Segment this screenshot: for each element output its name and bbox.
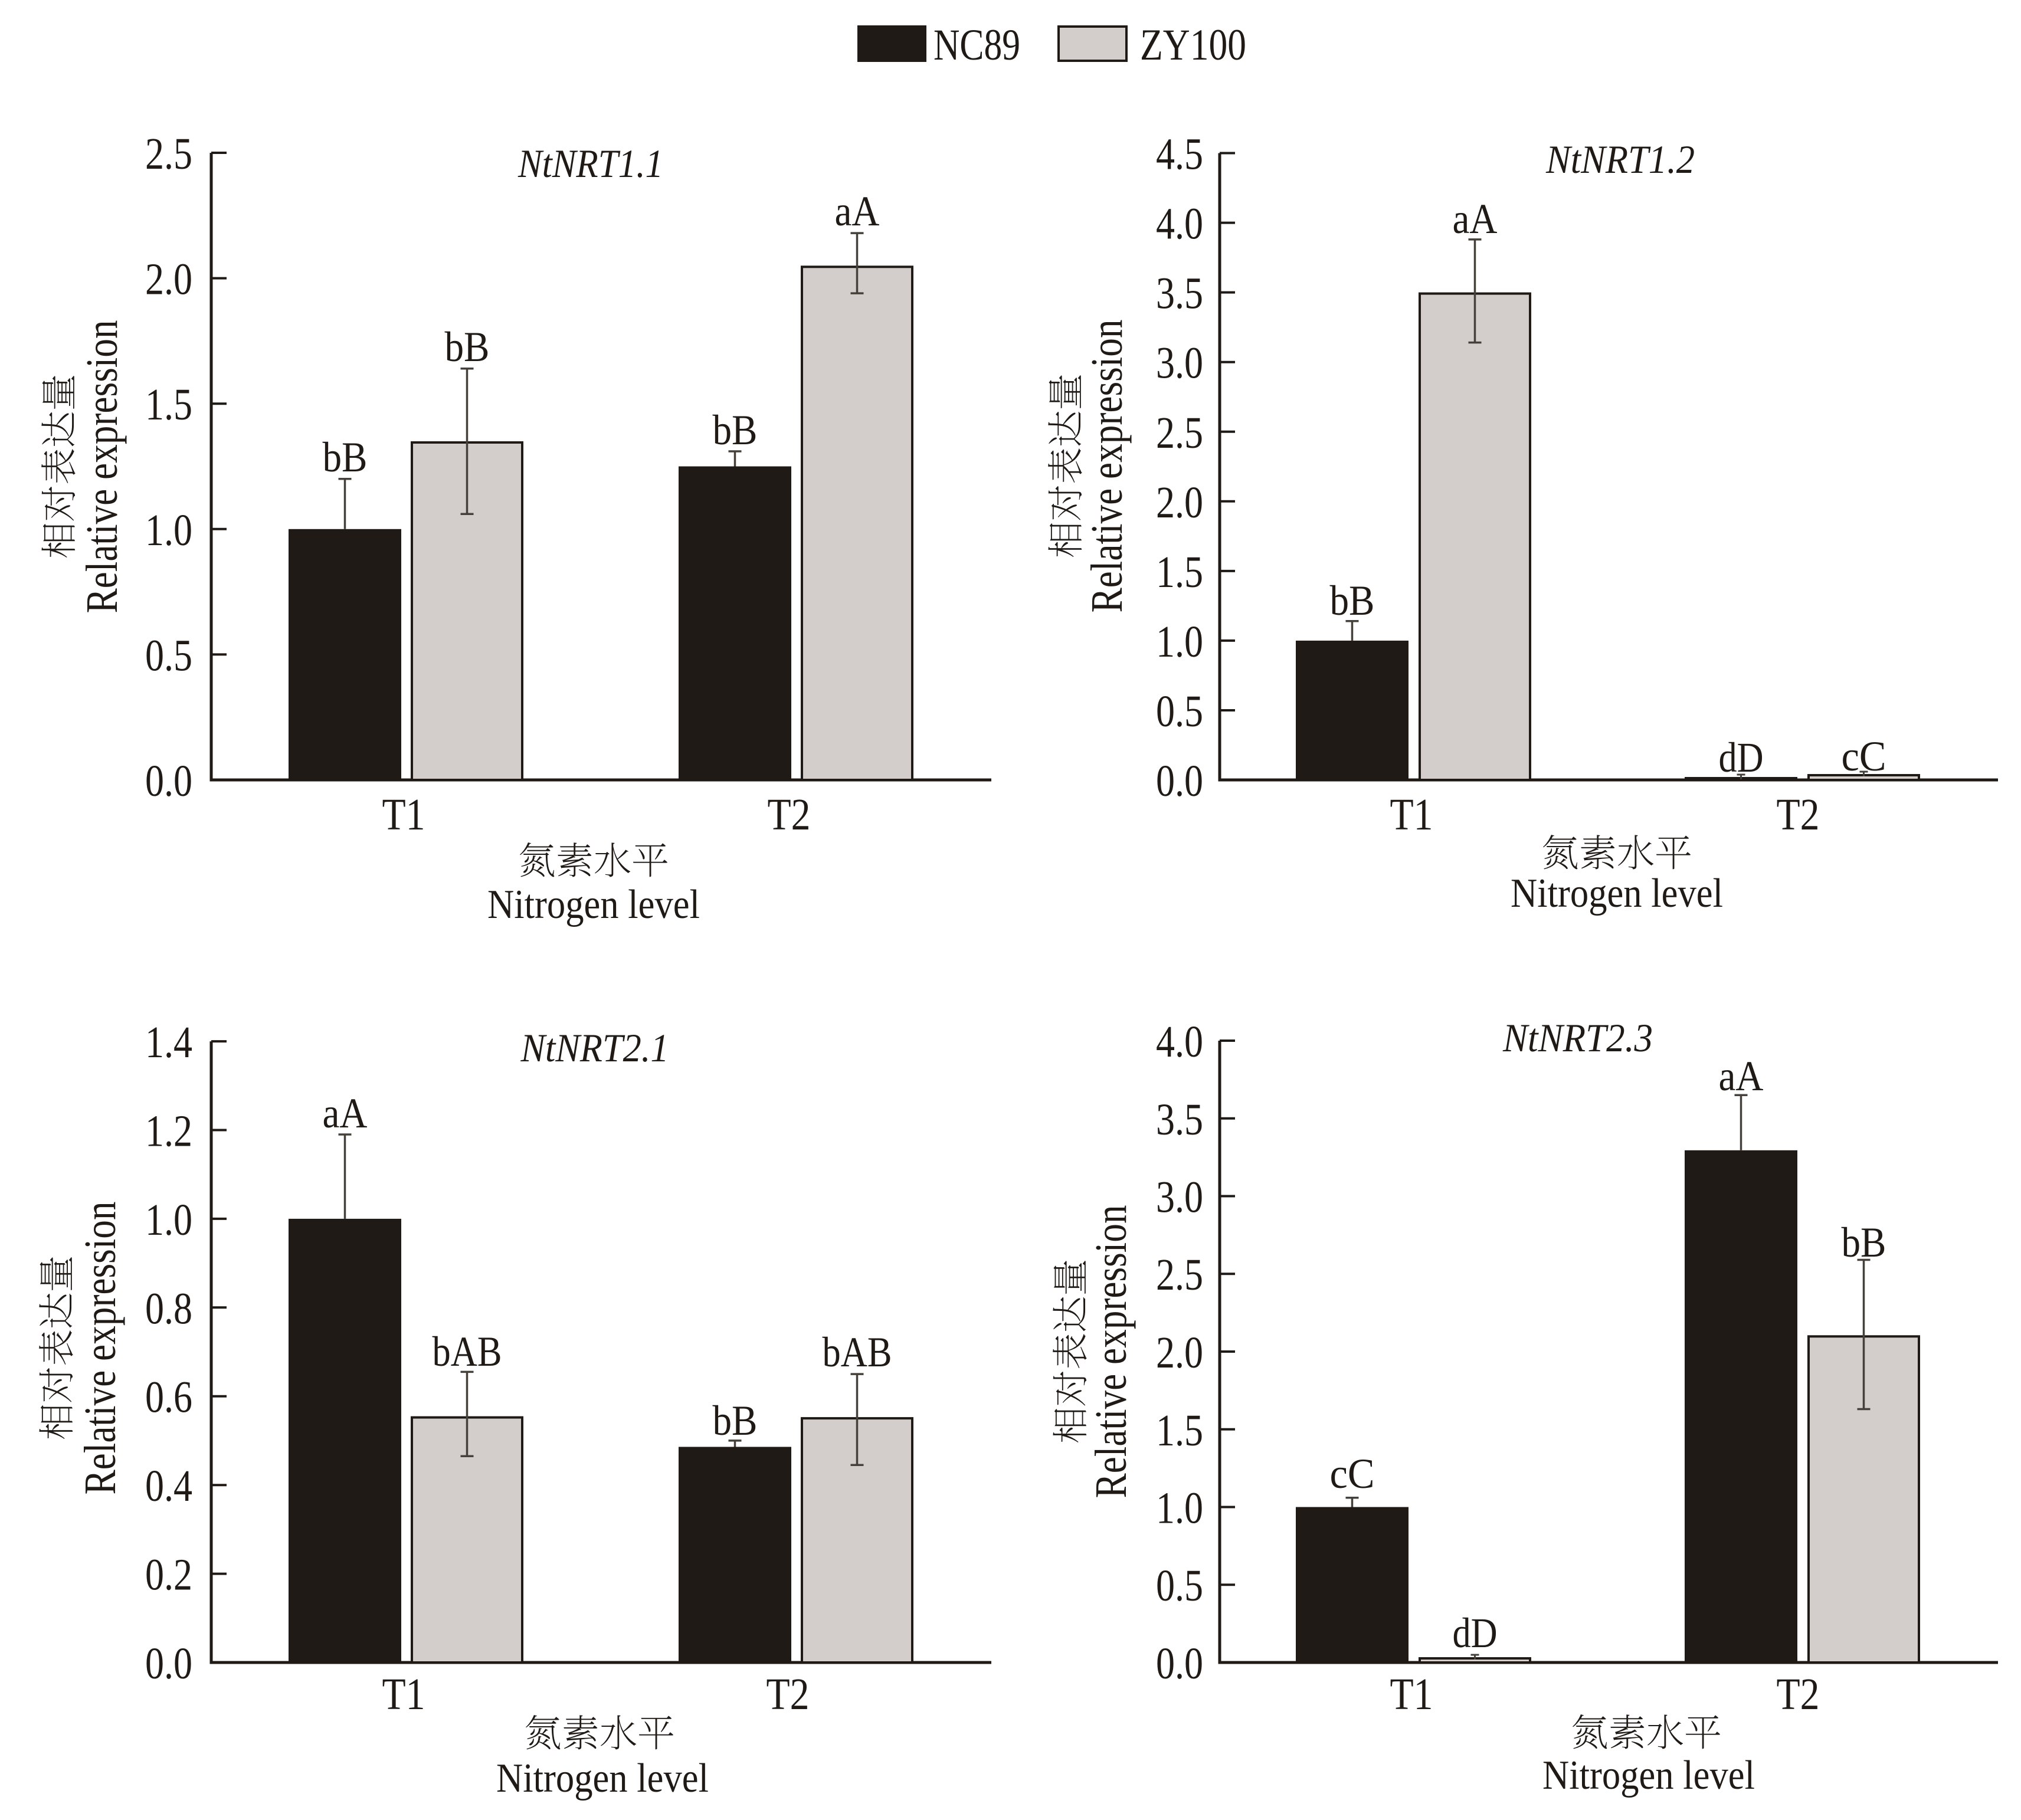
svg-text:Nitrogen level: Nitrogen level	[1511, 871, 1723, 916]
svg-text:NC89: NC89	[933, 21, 1020, 70]
svg-text:Relative expression: Relative expression	[1086, 1205, 1136, 1498]
svg-text:T2: T2	[767, 1670, 810, 1719]
svg-text:2.0: 2.0	[1156, 1328, 1203, 1378]
svg-text:ZY100: ZY100	[1140, 21, 1246, 70]
svg-text:2.5: 2.5	[145, 129, 192, 179]
svg-text:NtNRT2.1: NtNRT2.1	[520, 1025, 669, 1070]
svg-text:T1: T1	[1390, 790, 1433, 840]
svg-text:4.0: 4.0	[1156, 199, 1203, 249]
svg-text:Relative expression: Relative expression	[1082, 320, 1132, 613]
svg-text:3.0: 3.0	[1156, 339, 1203, 388]
svg-text:NtNRT1.1: NtNRT1.1	[517, 141, 663, 186]
svg-text:4.5: 4.5	[1156, 130, 1203, 179]
svg-text:bB: bB	[445, 323, 490, 370]
svg-text:0.6: 0.6	[145, 1373, 192, 1422]
svg-text:T2: T2	[768, 790, 811, 840]
svg-text:aA: aA	[1719, 1052, 1764, 1100]
svg-text:0.5: 0.5	[1156, 1561, 1203, 1611]
svg-text:Nitrogen level: Nitrogen level	[496, 1756, 709, 1801]
svg-text:1.0: 1.0	[145, 1195, 192, 1245]
svg-text:2.0: 2.0	[145, 255, 192, 304]
svg-text:T2: T2	[1777, 1670, 1820, 1719]
svg-text:Relative expression: Relative expression	[77, 320, 127, 614]
svg-text:1.2: 1.2	[145, 1107, 192, 1156]
svg-text:0.0: 0.0	[1156, 756, 1203, 806]
svg-text:dD: dD	[1453, 1609, 1498, 1657]
svg-text:bB: bB	[1842, 1219, 1886, 1266]
svg-text:Nitrogen level: Nitrogen level	[487, 882, 700, 927]
svg-text:aA: aA	[835, 188, 880, 235]
svg-text:aA: aA	[323, 1090, 368, 1137]
svg-text:0.2: 0.2	[145, 1550, 192, 1600]
svg-text:0.0: 0.0	[145, 1639, 192, 1688]
svg-text:1.0: 1.0	[1156, 617, 1203, 667]
svg-text:3.5: 3.5	[1156, 1095, 1203, 1145]
svg-text:4.0: 4.0	[1156, 1017, 1203, 1067]
svg-text:0.5: 0.5	[1156, 687, 1203, 736]
svg-text:T2: T2	[1777, 790, 1820, 840]
svg-text:1.0: 1.0	[1156, 1484, 1203, 1533]
svg-text:bB: bB	[1330, 577, 1375, 624]
svg-text:NtNRT1.2: NtNRT1.2	[1545, 137, 1695, 182]
svg-text:0.5: 0.5	[145, 631, 192, 680]
svg-text:2.5: 2.5	[1156, 1250, 1203, 1300]
svg-text:cC: cC	[1842, 733, 1886, 780]
svg-text:aA: aA	[1453, 195, 1498, 242]
svg-text:Nitrogen level: Nitrogen level	[1542, 1753, 1755, 1798]
svg-text:dD: dD	[1719, 734, 1764, 781]
svg-text:T1: T1	[1390, 1670, 1433, 1719]
svg-text:1.5: 1.5	[1156, 547, 1203, 597]
svg-text:bB: bB	[713, 1397, 758, 1444]
svg-text:T1: T1	[382, 790, 425, 840]
svg-text:1.4: 1.4	[145, 1018, 192, 1067]
svg-text:0.4: 0.4	[145, 1461, 192, 1511]
svg-text:3.5: 3.5	[1156, 269, 1203, 319]
svg-text:bAB: bAB	[433, 1328, 502, 1375]
svg-text:0.0: 0.0	[145, 756, 192, 806]
svg-text:bB: bB	[713, 406, 758, 454]
svg-text:Relative expression: Relative expression	[76, 1202, 125, 1495]
svg-text:2.5: 2.5	[1156, 408, 1203, 458]
svg-text:2.0: 2.0	[1156, 478, 1203, 527]
svg-text:NtNRT2.3: NtNRT2.3	[1502, 1015, 1653, 1060]
svg-text:1.5: 1.5	[1156, 1406, 1203, 1455]
svg-text:cC: cC	[1330, 1450, 1375, 1497]
svg-text:3.0: 3.0	[1156, 1173, 1203, 1222]
svg-text:1.0: 1.0	[145, 506, 192, 555]
svg-text:0.8: 0.8	[145, 1284, 192, 1333]
svg-text:T1: T1	[382, 1670, 425, 1719]
svg-text:0.0: 0.0	[1156, 1639, 1203, 1688]
svg-text:bB: bB	[323, 434, 368, 481]
svg-text:bAB: bAB	[823, 1329, 892, 1376]
svg-text:1.5: 1.5	[145, 380, 192, 429]
